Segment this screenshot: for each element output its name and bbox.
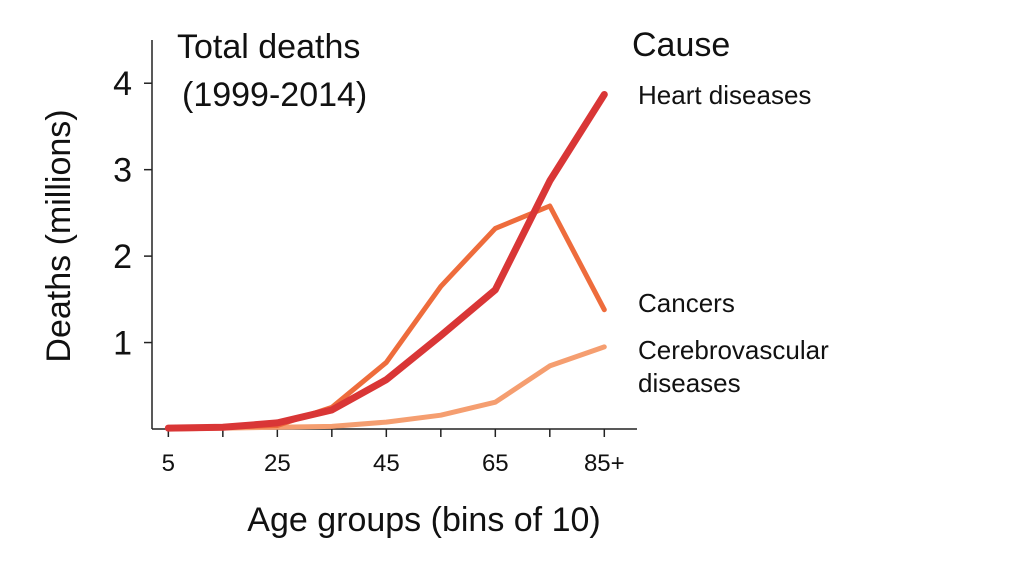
x-tick-label: 25 [264,450,291,477]
series-label-cancers: Cancers [638,288,735,318]
labels-layer: Total deaths (1999-2014) Cause Age group… [40,26,730,539]
y-tick-label: 4 [113,65,132,103]
series-line-heart-diseases [164,91,608,432]
y-tick-label: 3 [113,152,132,190]
x-axis-title: Age groups (bins of 10) [247,501,600,539]
x-tick-label: 5 [162,450,175,477]
x-tick-label: 45 [373,450,400,477]
series-label-cerebrovascular-diseases: Cerebrovascular [638,335,829,365]
legend-title: Cause [632,26,730,64]
series-layer: Heart diseases Cancers Cerebrovasculardise… [164,80,829,432]
series-label-cerebrovascular-diseases: diseases [638,368,741,398]
series-line-cancers [165,203,607,431]
annotation-line-1: Total deaths [177,28,360,66]
y-axis-title: Deaths (millions) [40,109,78,362]
series-label-heart-diseases: Heart diseases [638,80,811,110]
x-tick-label: 85+ [584,450,625,477]
y-tick-label: 2 [113,238,132,276]
y-tick-label: 1 [113,325,132,363]
annotation-line-2: (1999-2014) [182,76,367,114]
x-tick-label: 65 [482,450,509,477]
